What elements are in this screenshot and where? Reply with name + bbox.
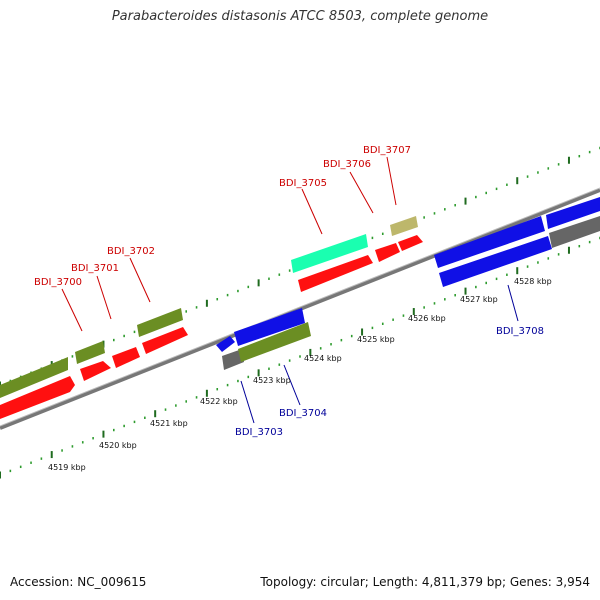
gene-label-bdi-3706[interactable]: BDI_3706 xyxy=(323,159,371,170)
kbp-label: 4528 kbp xyxy=(514,277,552,286)
gene-blue-5[interactable] xyxy=(439,236,552,287)
gene-gray-2[interactable] xyxy=(549,216,600,248)
accession-text: Accession: NC_009615 xyxy=(10,575,147,589)
gene-khaki-1[interactable] xyxy=(390,216,418,236)
kbp-label: 4527 kbp xyxy=(460,295,498,304)
gene-label-bdi-3704[interactable]: BDI_3704 xyxy=(279,408,327,419)
gene-red-7[interactable] xyxy=(398,235,423,251)
kbp-label: 4519 kbp xyxy=(48,463,86,472)
topology-text: Topology: circular; Length: 4,811,379 bp… xyxy=(260,575,590,589)
kbp-label: 4523 kbp xyxy=(253,376,291,385)
gene-olive-1[interactable] xyxy=(0,357,68,398)
gene-blue-1[interactable] xyxy=(216,336,235,352)
kbp-label: 4526 kbp xyxy=(408,314,446,323)
ticks-bottom xyxy=(0,236,600,479)
gene-red-5[interactable] xyxy=(298,255,373,292)
gene-label-bdi-3700[interactable]: BDI_3700 xyxy=(34,277,82,288)
gene-red-2[interactable] xyxy=(80,361,111,381)
gene-red-6[interactable] xyxy=(375,243,400,262)
gene-blue-2[interactable] xyxy=(234,308,305,346)
kbp-label: 4524 kbp xyxy=(304,354,342,363)
gene-teal-1[interactable] xyxy=(291,234,368,273)
gene-red-1[interactable] xyxy=(0,376,75,419)
gene-blue-3[interactable] xyxy=(434,216,545,268)
gene-olive-3[interactable] xyxy=(137,308,183,337)
gene-red-3[interactable] xyxy=(112,347,140,368)
gene-label-bdi-3701[interactable]: BDI_3701 xyxy=(71,263,119,274)
gene-blue-4[interactable] xyxy=(546,197,600,229)
gene-gray-1[interactable] xyxy=(222,349,244,370)
gene-red-4[interactable] xyxy=(142,327,188,354)
gene-olive-2[interactable] xyxy=(75,341,105,364)
gene-label-bdi-3702[interactable]: BDI_3702 xyxy=(107,246,155,257)
gene-label-bdi-3705[interactable]: BDI_3705 xyxy=(279,178,327,189)
map-title: Parabacteroides distasonis ATCC 8503, co… xyxy=(111,9,489,24)
genome-axis-highlight xyxy=(0,187,600,427)
kbp-label: 4520 kbp xyxy=(99,441,137,450)
kbp-label: 4522 kbp xyxy=(200,397,238,406)
gene-label-bdi-3708[interactable]: BDI_3708 xyxy=(496,326,544,337)
gene-label-bdi-3707[interactable]: BDI_3707 xyxy=(363,145,411,156)
kbp-label: 4521 kbp xyxy=(150,419,188,428)
kbp-label: 4525 kbp xyxy=(357,335,395,344)
gene-olive-4[interactable] xyxy=(238,322,311,362)
gene-label-bdi-3703[interactable]: BDI_3703 xyxy=(235,427,283,438)
